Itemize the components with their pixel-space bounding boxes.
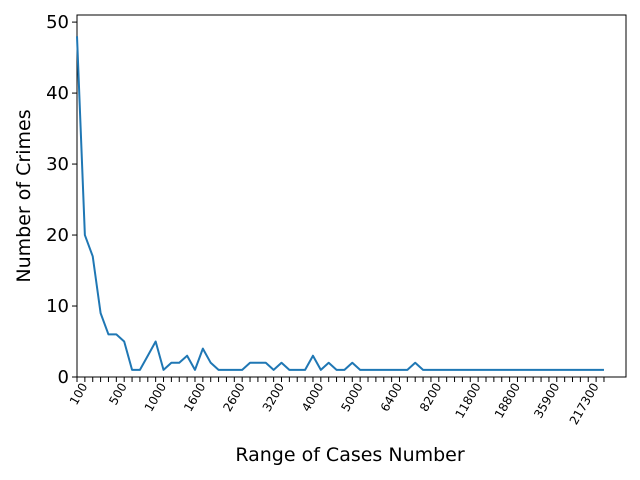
x-tick-label-1000: 1000 — [142, 381, 169, 414]
series-line — [76, 36, 604, 371]
x-tick-label-1600: 1600 — [181, 381, 208, 414]
x-tick-label-8200: 8200 — [417, 381, 444, 414]
x-tick-label-500: 500 — [106, 381, 130, 408]
x-axis-label: Range of Cases Number — [235, 444, 465, 466]
plot-area: 0 10 20 30 40 50 100 500 1000 1600 2600 3200 4000 500… — [46, 12, 627, 428]
x-tick-label-100: 100 — [67, 381, 91, 408]
y-tick-label-10: 10 — [46, 296, 69, 317]
x-tick-label-11800: 11800 — [453, 381, 484, 421]
x-tick-label-35900: 35900 — [531, 381, 562, 421]
x-tick-label-4000: 4000 — [299, 381, 326, 414]
plot-frame — [76, 14, 627, 378]
x-tick-label-5000: 5000 — [338, 381, 365, 414]
x-tick-label-217300: 217300 — [567, 381, 602, 428]
x-tick-label-6400: 6400 — [378, 381, 405, 414]
x-tick-label-18800: 18800 — [492, 381, 523, 421]
x-tick-label-3200: 3200 — [260, 381, 287, 414]
y-tick-label-0: 0 — [58, 367, 69, 388]
x-tick-label-2600: 2600 — [220, 381, 247, 414]
y-tick-label-50: 50 — [46, 12, 69, 33]
y-tick-label-30: 30 — [46, 154, 69, 175]
y-tick-label-40: 40 — [46, 83, 69, 104]
y-tick-label-20: 20 — [46, 225, 69, 246]
y-axis-label: Number of Crimes — [13, 109, 35, 282]
